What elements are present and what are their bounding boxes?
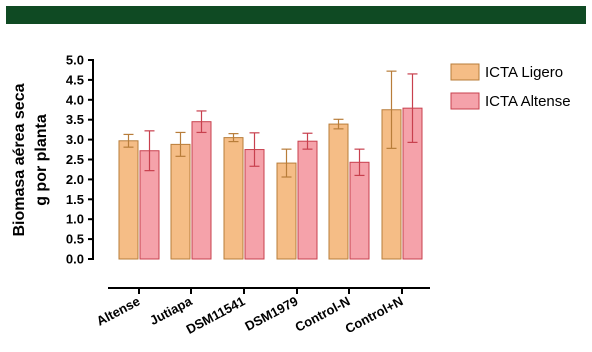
bars <box>118 70 423 260</box>
y-tick-label: 1.5 <box>66 192 84 207</box>
legend-swatch-icta-altense <box>450 92 480 110</box>
y-tick-label: 0.5 <box>66 232 84 247</box>
x-tick-label: DSM1979 <box>242 293 300 333</box>
y-tick-label: 1.0 <box>66 212 84 227</box>
y-tick-label: 4.5 <box>66 72 84 87</box>
bar-icta-altense <box>191 121 212 260</box>
y-tick-label: 2.0 <box>66 172 84 187</box>
y-axis-label-line-2: g por planta <box>33 114 50 206</box>
bar-icta-ligero <box>223 137 244 260</box>
y-tick-label: 0.0 <box>66 252 84 267</box>
bar-icta-ligero <box>328 123 349 260</box>
x-tick-label: Control-N <box>292 293 352 334</box>
x-tick-label: Altense <box>94 293 143 328</box>
y-tick-label: 5.0 <box>66 53 84 68</box>
y-tick-label: 3.5 <box>66 112 84 127</box>
bar-icta-ligero <box>118 140 139 260</box>
y-tick-label: 3.0 <box>66 132 84 147</box>
y-axis-label: Biomasa aérea seca g por planta <box>11 83 50 236</box>
x-tick-label: Control+N <box>343 293 406 336</box>
header-bar <box>6 6 586 24</box>
y-axis-label-line-1: Biomasa aérea seca <box>11 83 28 236</box>
x-tick-label: DSM11541 <box>184 293 248 336</box>
bar-icta-altense <box>349 161 370 260</box>
bar-icta-ligero <box>170 143 191 260</box>
y-tick-label: 4.0 <box>66 92 84 107</box>
x-axis: Altense JutiapaDSM11541DSM1979Control-NCo… <box>94 287 430 337</box>
legend-label-icta-ligero: ICTA Ligero <box>485 64 563 81</box>
legend-label-icta-altense: ICTA Altense <box>485 93 571 110</box>
y-axis: 0.0 0.5 1.0 1.5 2.0 2.5 3.0 3.5 4.0 4.5 5.0 <box>66 53 94 267</box>
legend: ICTA Ligero ICTA Altense <box>450 63 571 110</box>
bar-icta-altense <box>297 140 318 260</box>
legend-swatch-icta-ligero <box>450 63 480 81</box>
y-tick-label: 2.5 <box>66 152 84 167</box>
